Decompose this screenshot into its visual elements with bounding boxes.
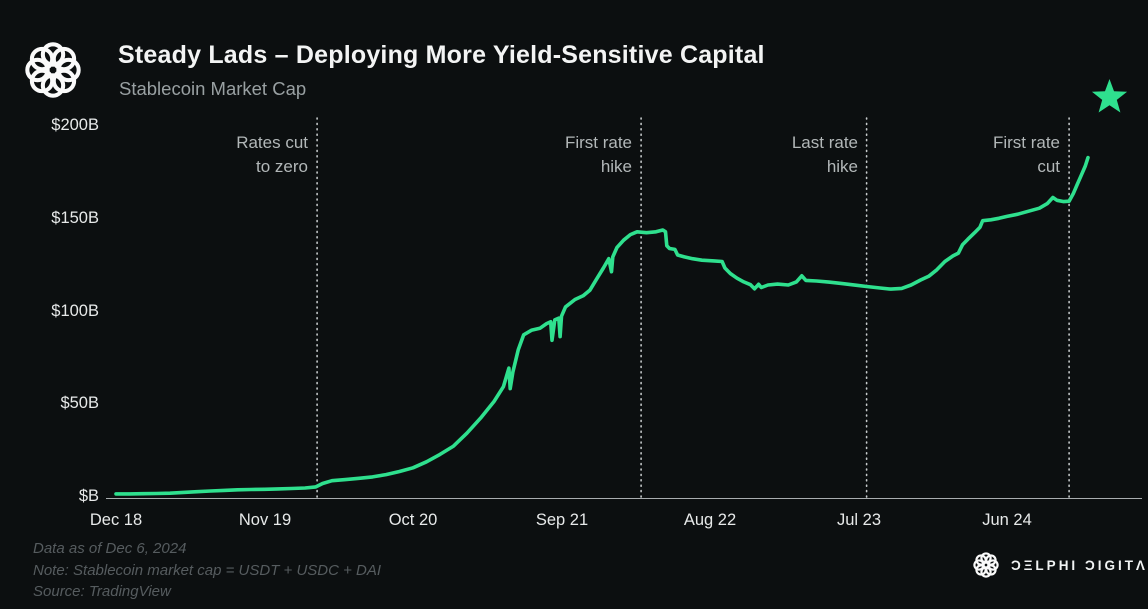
y-axis-tick: $50B bbox=[60, 394, 99, 412]
footnotes: Data as of Dec 6, 2024 Note: Stablecoin … bbox=[33, 538, 381, 603]
x-axis-tick: Nov 19 bbox=[238, 511, 292, 529]
definition-note: Note: Stablecoin market cap = USDT + USD… bbox=[33, 561, 382, 579]
x-axis-tick: Dec 18 bbox=[89, 511, 143, 529]
source-note: Source: TradingView bbox=[33, 583, 171, 600]
event-annotation-line: Rates cut bbox=[236, 133, 308, 152]
y-axis-tick: $150B bbox=[51, 209, 99, 227]
market-cap-line bbox=[114, 155, 1090, 496]
data-as-of-note: Data as of Dec 6, 2024 bbox=[33, 540, 187, 557]
event-annotation: Last rate hike bbox=[708, 131, 858, 179]
event-annotation-line: First rate bbox=[564, 133, 632, 152]
x-axis-tick: Jun 24 bbox=[982, 511, 1032, 529]
brand-name: ƆΞLPHI ƆIGITΛL bbox=[1011, 557, 1148, 573]
event-annotation-line: Last rate bbox=[791, 133, 858, 152]
delphi-brand-icon bbox=[971, 549, 1001, 581]
event-annotation-line: to zero bbox=[256, 157, 308, 176]
event-annotation: First rate cut bbox=[910, 131, 1060, 179]
event-annotation-line: hike bbox=[600, 157, 632, 176]
x-axis-tick: Sep 21 bbox=[535, 511, 589, 529]
y-axis-tick: $100B bbox=[51, 302, 99, 320]
star-icon bbox=[1091, 78, 1128, 115]
event-annotation: First rate hike bbox=[482, 131, 632, 179]
x-axis-tick: Oct 20 bbox=[388, 511, 438, 529]
event-annotation-line: hike bbox=[826, 157, 858, 176]
chart-subtitle: Stablecoin Market Cap bbox=[119, 78, 307, 99]
x-axis-tick: Aug 22 bbox=[683, 511, 737, 529]
y-axis-tick: $B bbox=[78, 487, 99, 505]
x-axis-tick: Jul 23 bbox=[836, 511, 882, 529]
page-title: Steady Lads – Deploying More Yield-Sensi… bbox=[118, 41, 765, 69]
event-annotation-line: cut bbox=[1037, 157, 1060, 176]
brand-lockup: ƆΞLPHI ƆIGITΛL bbox=[971, 549, 1148, 581]
event-annotation-line: First rate bbox=[992, 133, 1060, 152]
event-annotation: Rates cut to zero bbox=[158, 131, 308, 179]
y-axis-tick: $200B bbox=[51, 116, 99, 134]
delphi-logo-icon bbox=[21, 33, 85, 107]
